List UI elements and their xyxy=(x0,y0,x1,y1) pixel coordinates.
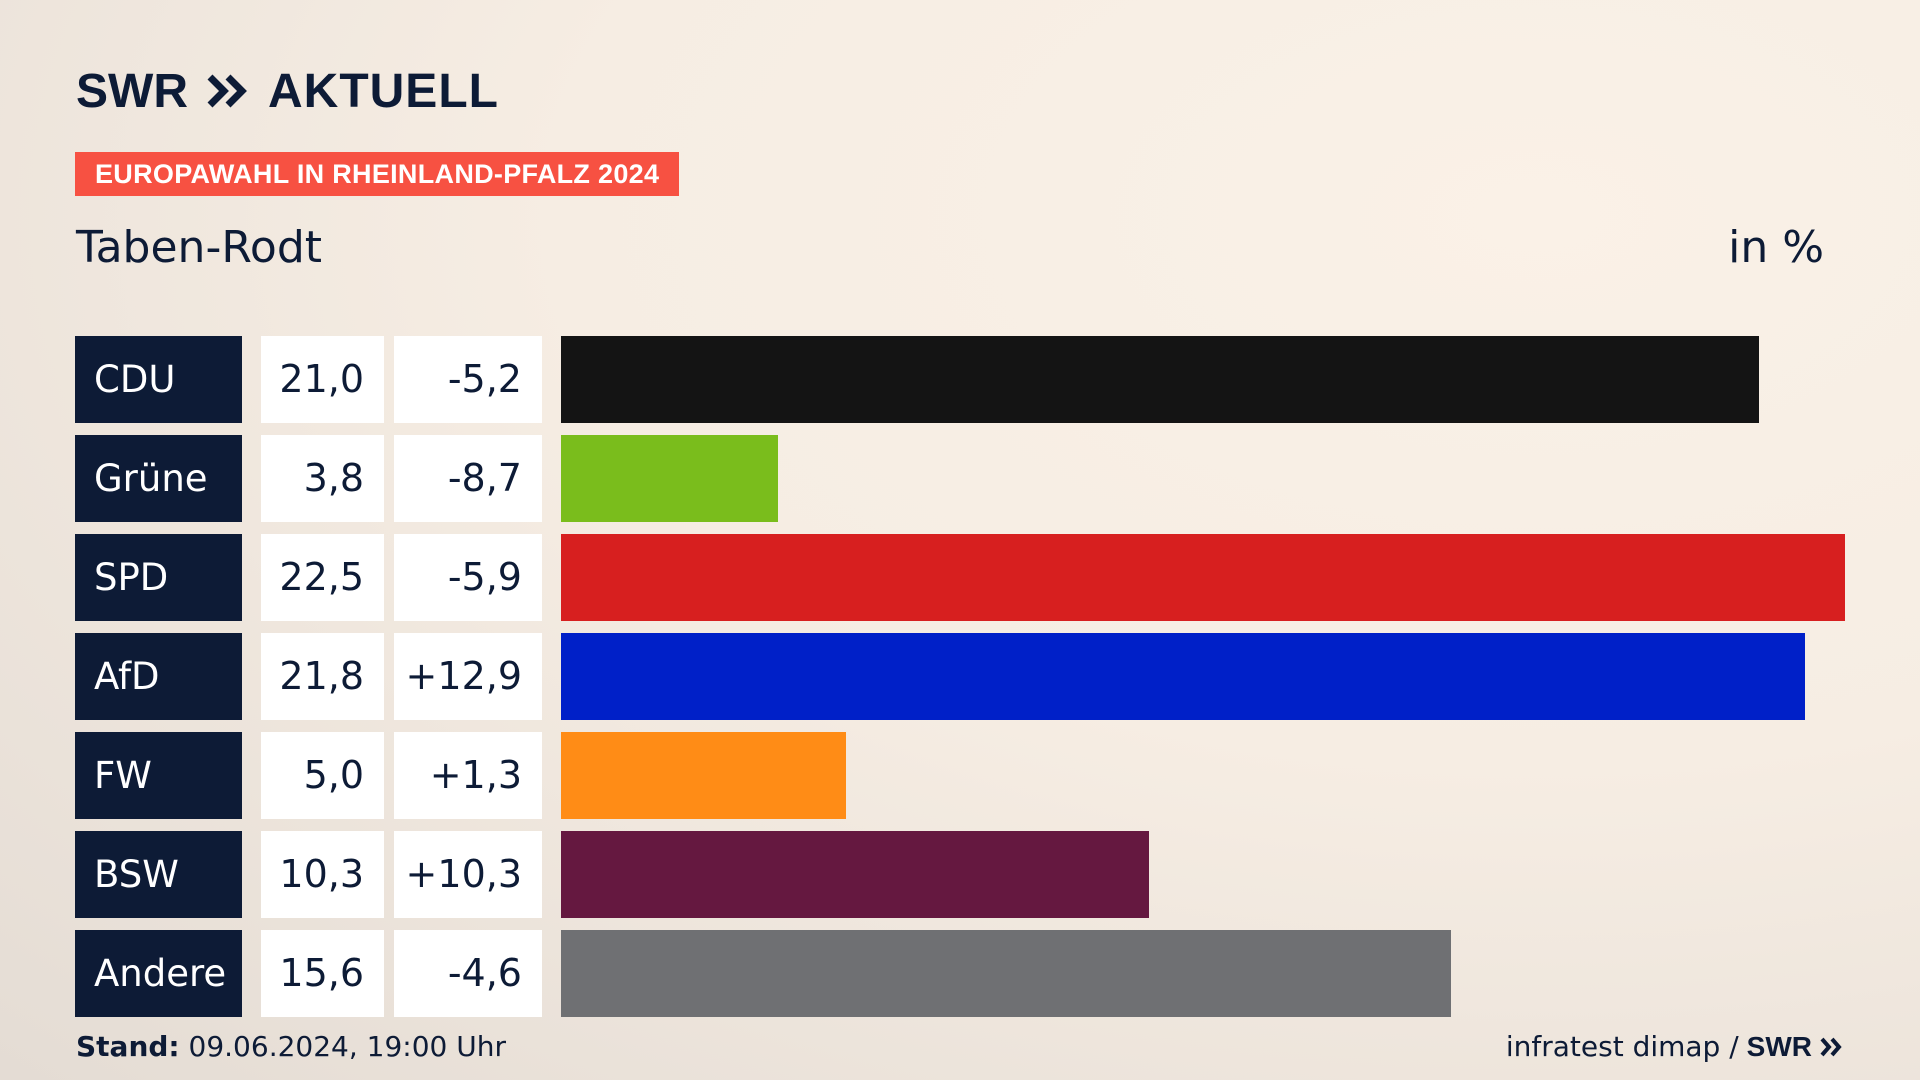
stand-value: 09.06.2024, 19:00 Uhr xyxy=(188,1030,506,1063)
chart-row: FW 5,0 +1,3 xyxy=(75,732,1855,819)
logo-product: AKTUELL xyxy=(267,64,499,118)
chart-row: AfD 21,8 +12,9 xyxy=(75,633,1855,720)
bar xyxy=(561,831,1149,918)
party-label: SPD xyxy=(75,534,242,621)
change-label: +12,9 xyxy=(394,633,542,720)
bar xyxy=(561,930,1451,1017)
bar xyxy=(561,336,1759,423)
unit-label: in % xyxy=(1728,222,1824,273)
chart-row: Grüne 3,8 -8,7 xyxy=(75,435,1855,522)
party-label: FW xyxy=(75,732,242,819)
bar xyxy=(561,633,1805,720)
party-label: BSW xyxy=(75,831,242,918)
bar xyxy=(561,435,778,522)
value-label: 5,0 xyxy=(261,732,384,819)
swr-aktuell-logo: SWR AKTUELL xyxy=(76,64,499,118)
party-label: CDU xyxy=(75,336,242,423)
logo-brand: SWR xyxy=(76,64,188,118)
source-credit: infratest dimap / SWR xyxy=(1506,1030,1844,1063)
double-chevron-icon xyxy=(207,74,247,108)
chart-row: Andere 15,6 -4,6 xyxy=(75,930,1855,1017)
change-label: -5,9 xyxy=(394,534,542,621)
party-label: Andere xyxy=(75,930,242,1017)
chart-row: BSW 10,3 +10,3 xyxy=(75,831,1855,918)
bar xyxy=(561,534,1845,621)
value-label: 21,0 xyxy=(261,336,384,423)
change-label: +1,3 xyxy=(394,732,542,819)
chart-row: CDU 21,0 -5,2 xyxy=(75,336,1855,423)
chart-row: SPD 22,5 -5,9 xyxy=(75,534,1855,621)
source-text: infratest dimap / xyxy=(1505,1030,1739,1063)
change-label: -4,6 xyxy=(394,930,542,1017)
party-label: Grüne xyxy=(75,435,242,522)
change-label: -8,7 xyxy=(394,435,542,522)
value-label: 10,3 xyxy=(261,831,384,918)
source-brand: SWR xyxy=(1746,1030,1812,1062)
stand-label: Stand: xyxy=(76,1030,180,1063)
timestamp: Stand: 09.06.2024, 19:00 Uhr xyxy=(76,1030,506,1063)
party-label: AfD xyxy=(75,633,242,720)
value-label: 21,8 xyxy=(261,633,384,720)
value-label: 22,5 xyxy=(261,534,384,621)
value-label: 3,8 xyxy=(261,435,384,522)
place-title: Taben-Rodt xyxy=(76,222,323,273)
double-chevron-icon xyxy=(1820,1037,1842,1056)
value-label: 15,6 xyxy=(261,930,384,1017)
bar xyxy=(561,732,846,819)
change-label: -5,2 xyxy=(394,336,542,423)
election-tag: EUROPAWAHL IN RHEINLAND-PFALZ 2024 xyxy=(75,152,680,196)
change-label: +10,3 xyxy=(394,831,542,918)
